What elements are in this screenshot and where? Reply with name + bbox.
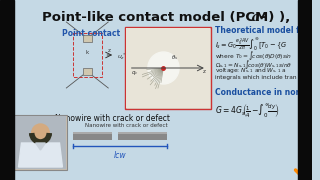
Text: z: z	[107, 48, 110, 53]
Text: voltage: $N_{s,1}$ and $W_{s,1}$ a: voltage: $N_{s,1}$ and $W_{s,1}$ a	[215, 67, 286, 75]
Text: Conductance in nor: Conductance in nor	[215, 88, 299, 97]
Text: a-: a-	[247, 11, 266, 24]
Bar	[15, 116, 66, 169]
Bar	[125, 27, 211, 109]
Text: integrals which include tran: integrals which include tran	[215, 75, 296, 80]
Text: z: z	[203, 69, 206, 74]
Text: lcw: lcw	[114, 151, 126, 160]
Circle shape	[32, 124, 49, 142]
Text: $u_z^*$: $u_z^*$	[117, 51, 126, 62]
Text: $\theta_s$: $\theta_s$	[171, 53, 179, 62]
Bar	[83, 68, 92, 75]
Text: Theoretical model f: Theoretical model f	[215, 26, 299, 35]
Polygon shape	[19, 143, 62, 167]
Bar	[299, 0, 312, 180]
Text: where $T_0=\int\!cos(\theta)D(\theta)sin$: where $T_0=\int\!cos(\theta)D(\theta)sin…	[215, 49, 292, 62]
Text: $\Omega_{s,1}=N_{s,1}\!\int\!cos(\theta)W_{s,1}sin\theta$: $\Omega_{s,1}=N_{s,1}\!\int\!cos(\theta)…	[215, 58, 292, 71]
Circle shape	[148, 52, 179, 84]
Bar	[73, 132, 112, 134]
Bar	[83, 35, 92, 42]
Text: $I_s = G_0\frac{e_0^2AV}{2\pi}\int_0^\infty[T_0-\{G$: $I_s = G_0\frac{e_0^2AV}{2\pi}\int_0^\in…	[215, 36, 287, 53]
Polygon shape	[36, 143, 45, 150]
Text: $G=4G_s\!\left(\!\frac{1}{4}-\!\int_0^\infty\!\frac{dy}{\;}\!\right)$: $G=4G_s\!\left(\!\frac{1}{4}-\!\int_0^\i…	[215, 102, 279, 120]
Bar	[73, 132, 112, 140]
Bar	[0, 0, 14, 180]
Text: k: k	[86, 50, 89, 55]
Bar	[118, 132, 167, 140]
Text: Point-like contact model (PCM) ),: Point-like contact model (PCM) ),	[42, 11, 290, 24]
Text: Nanowire with crack or defect: Nanowire with crack or defect	[85, 123, 168, 128]
Text: $q_c$: $q_c$	[131, 69, 138, 77]
Bar	[126, 28, 210, 108]
Bar	[14, 115, 67, 170]
Text: Point contact: Point contact	[62, 29, 120, 38]
Text: Nanowire with crack or defect: Nanowire with crack or defect	[55, 114, 170, 123]
Bar	[73, 33, 102, 77]
Bar	[118, 132, 167, 134]
